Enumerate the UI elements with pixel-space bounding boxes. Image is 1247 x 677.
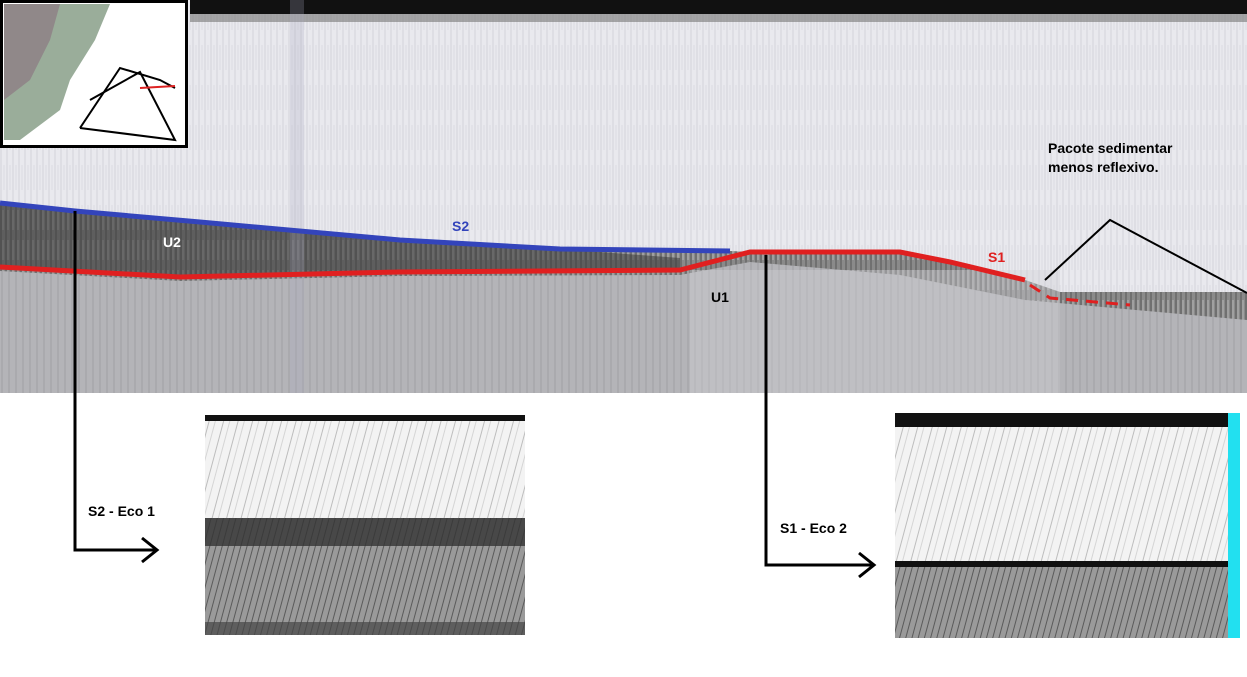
eco1-label: S2 - Eco 1 — [88, 503, 155, 519]
note: Pacote sedimentar — [1048, 140, 1173, 156]
s2-horizon — [0, 200, 731, 254]
echo-1 — [205, 415, 525, 635]
eco2-label: S1 - Eco 2 — [780, 520, 847, 536]
u2-label: U2 — [163, 234, 181, 250]
note: menos reflexivo. — [1048, 159, 1159, 175]
s1-label: S1 — [988, 249, 1005, 265]
s1-dashed — [1029, 283, 1131, 307]
arrows — [73, 211, 877, 579]
labels: Pacote sedimentar menos reflexivo. S2 U2… — [88, 140, 1173, 536]
seismic-profile — [0, 0, 1247, 393]
note-bracket — [1044, 218, 1247, 294]
s1-horizon — [0, 249, 1026, 283]
s2-label: S2 — [452, 218, 469, 234]
u1-label: U1 — [711, 289, 729, 305]
echo-2 — [895, 413, 1240, 638]
inset-map — [0, 0, 188, 148]
horizons — [0, 200, 1247, 307]
